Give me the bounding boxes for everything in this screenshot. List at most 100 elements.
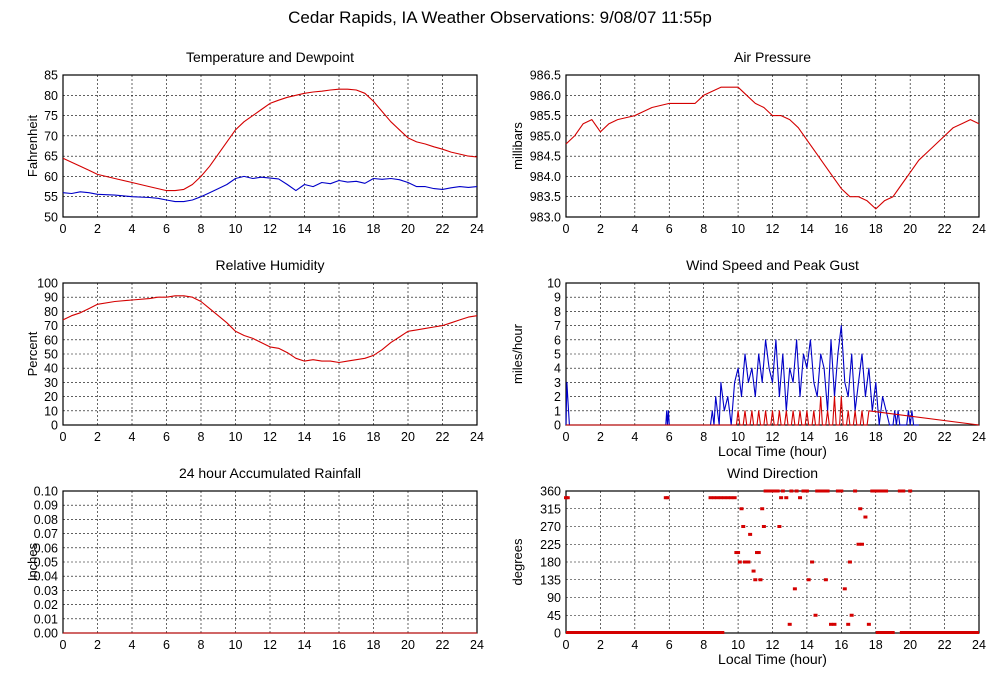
data-point — [856, 542, 861, 546]
data-point — [901, 489, 906, 493]
data-point — [746, 560, 751, 564]
data-point — [748, 532, 753, 536]
x-tick-label: 2 — [597, 430, 604, 444]
chart-title: Wind Speed and Peak Gust — [686, 257, 859, 273]
x-tick-label: 22 — [436, 638, 450, 652]
x-tick-label: 6 — [163, 430, 170, 444]
y-tick-label: 0.03 — [34, 584, 58, 598]
x-tick-label: 12 — [263, 222, 277, 236]
data-point — [842, 587, 847, 591]
x-tick-label: 22 — [436, 222, 450, 236]
x-axis-label: Local Time (hour) — [718, 651, 827, 667]
x-tick-label: 12 — [263, 430, 277, 444]
y-tick-label: 45 — [547, 609, 561, 623]
data-point — [822, 489, 827, 493]
x-tick-label: 20 — [401, 222, 415, 236]
x-tick-label: 14 — [298, 430, 312, 444]
x-tick-label: 0 — [60, 430, 67, 444]
y-tick-label: 5 — [554, 348, 561, 362]
x-tick-label: 20 — [903, 222, 917, 236]
x-tick-label: 4 — [631, 430, 638, 444]
data-point — [729, 496, 734, 500]
data-point — [784, 496, 789, 500]
y-tick-label: 180 — [540, 556, 561, 570]
x-tick-label: 14 — [800, 430, 814, 444]
x-tick-label: 24 — [972, 222, 986, 236]
data-point — [818, 489, 823, 493]
x-tick-label: 2 — [94, 638, 101, 652]
data-point — [847, 560, 852, 564]
x-tick-label: 12 — [766, 430, 780, 444]
data-point — [737, 560, 742, 564]
chart-title: Temperature and Dewpoint — [186, 49, 354, 65]
data-point — [835, 489, 840, 493]
y-tick-label: 40 — [44, 362, 58, 376]
x-tick-label: 12 — [263, 638, 277, 652]
y-tick-label: 984.0 — [530, 170, 561, 184]
x-tick-label: 18 — [869, 222, 883, 236]
data-point — [780, 489, 785, 493]
y-tick-label: 75 — [44, 109, 58, 123]
series-band-mark — [899, 631, 979, 634]
y-tick-label: 360 — [540, 485, 561, 499]
x-tick-label: 20 — [401, 430, 415, 444]
data-point — [777, 525, 782, 528]
y-tick-label: 6 — [554, 333, 561, 347]
y-tick-label: 90 — [547, 591, 561, 605]
x-tick-label: 24 — [470, 638, 484, 652]
x-tick-label: 0 — [563, 222, 570, 236]
data-point — [853, 489, 858, 493]
data-point — [908, 489, 913, 493]
data-point — [813, 613, 818, 617]
x-tick-label: 22 — [938, 638, 952, 652]
data-point — [741, 525, 746, 528]
y-tick-label: 985.5 — [530, 109, 561, 123]
chart-title: Air Pressure — [734, 49, 811, 65]
data-point — [880, 489, 885, 493]
x-tick-label: 18 — [869, 430, 883, 444]
chart-title: Wind Direction — [727, 465, 818, 481]
y-tick-label: 1 — [554, 404, 561, 418]
x-tick-label: 16 — [332, 222, 346, 236]
y-tick-label: 7 — [554, 319, 561, 333]
y-axis-label: Percent — [25, 331, 40, 376]
y-axis-label: degrees — [510, 538, 525, 585]
y-tick-label: 65 — [44, 150, 58, 164]
x-tick-label: 16 — [332, 638, 346, 652]
data-point — [725, 496, 730, 500]
x-tick-label: 10 — [229, 222, 243, 236]
plot-frame — [565, 74, 980, 218]
data-point — [832, 622, 837, 626]
y-tick-label: 0.10 — [34, 485, 58, 499]
x-tick-label: 24 — [470, 222, 484, 236]
series-line — [565, 86, 980, 210]
data-point — [884, 489, 889, 493]
y-tick-label: 80 — [44, 305, 58, 319]
x-tick-label: 24 — [972, 430, 986, 444]
data-point — [739, 507, 744, 511]
y-tick-label: 55 — [44, 190, 58, 204]
plot-frame — [62, 74, 478, 218]
y-tick-label: 0.08 — [34, 513, 58, 527]
x-tick-label: 18 — [367, 430, 381, 444]
x-tick-label: 6 — [163, 638, 170, 652]
x-tick-label: 10 — [731, 222, 745, 236]
y-tick-label: 70 — [44, 129, 58, 143]
x-tick-label: 12 — [766, 638, 780, 652]
chart-title: 24 hour Accumulated Rainfall — [179, 465, 361, 481]
x-tick-label: 4 — [631, 638, 638, 652]
data-point — [732, 496, 737, 500]
data-point — [863, 515, 868, 519]
y-tick-label: 0.00 — [34, 627, 58, 641]
x-tick-label: 16 — [834, 430, 848, 444]
y-tick-label: 0.09 — [34, 499, 58, 513]
data-point — [760, 507, 765, 511]
series-line — [62, 175, 478, 203]
y-axis-label: miles/hour — [510, 323, 525, 384]
data-point — [810, 560, 815, 564]
x-tick-label: 8 — [700, 430, 707, 444]
x-tick-label: 10 — [229, 638, 243, 652]
data-point — [779, 496, 784, 500]
y-axis-label: millibars — [510, 122, 525, 170]
